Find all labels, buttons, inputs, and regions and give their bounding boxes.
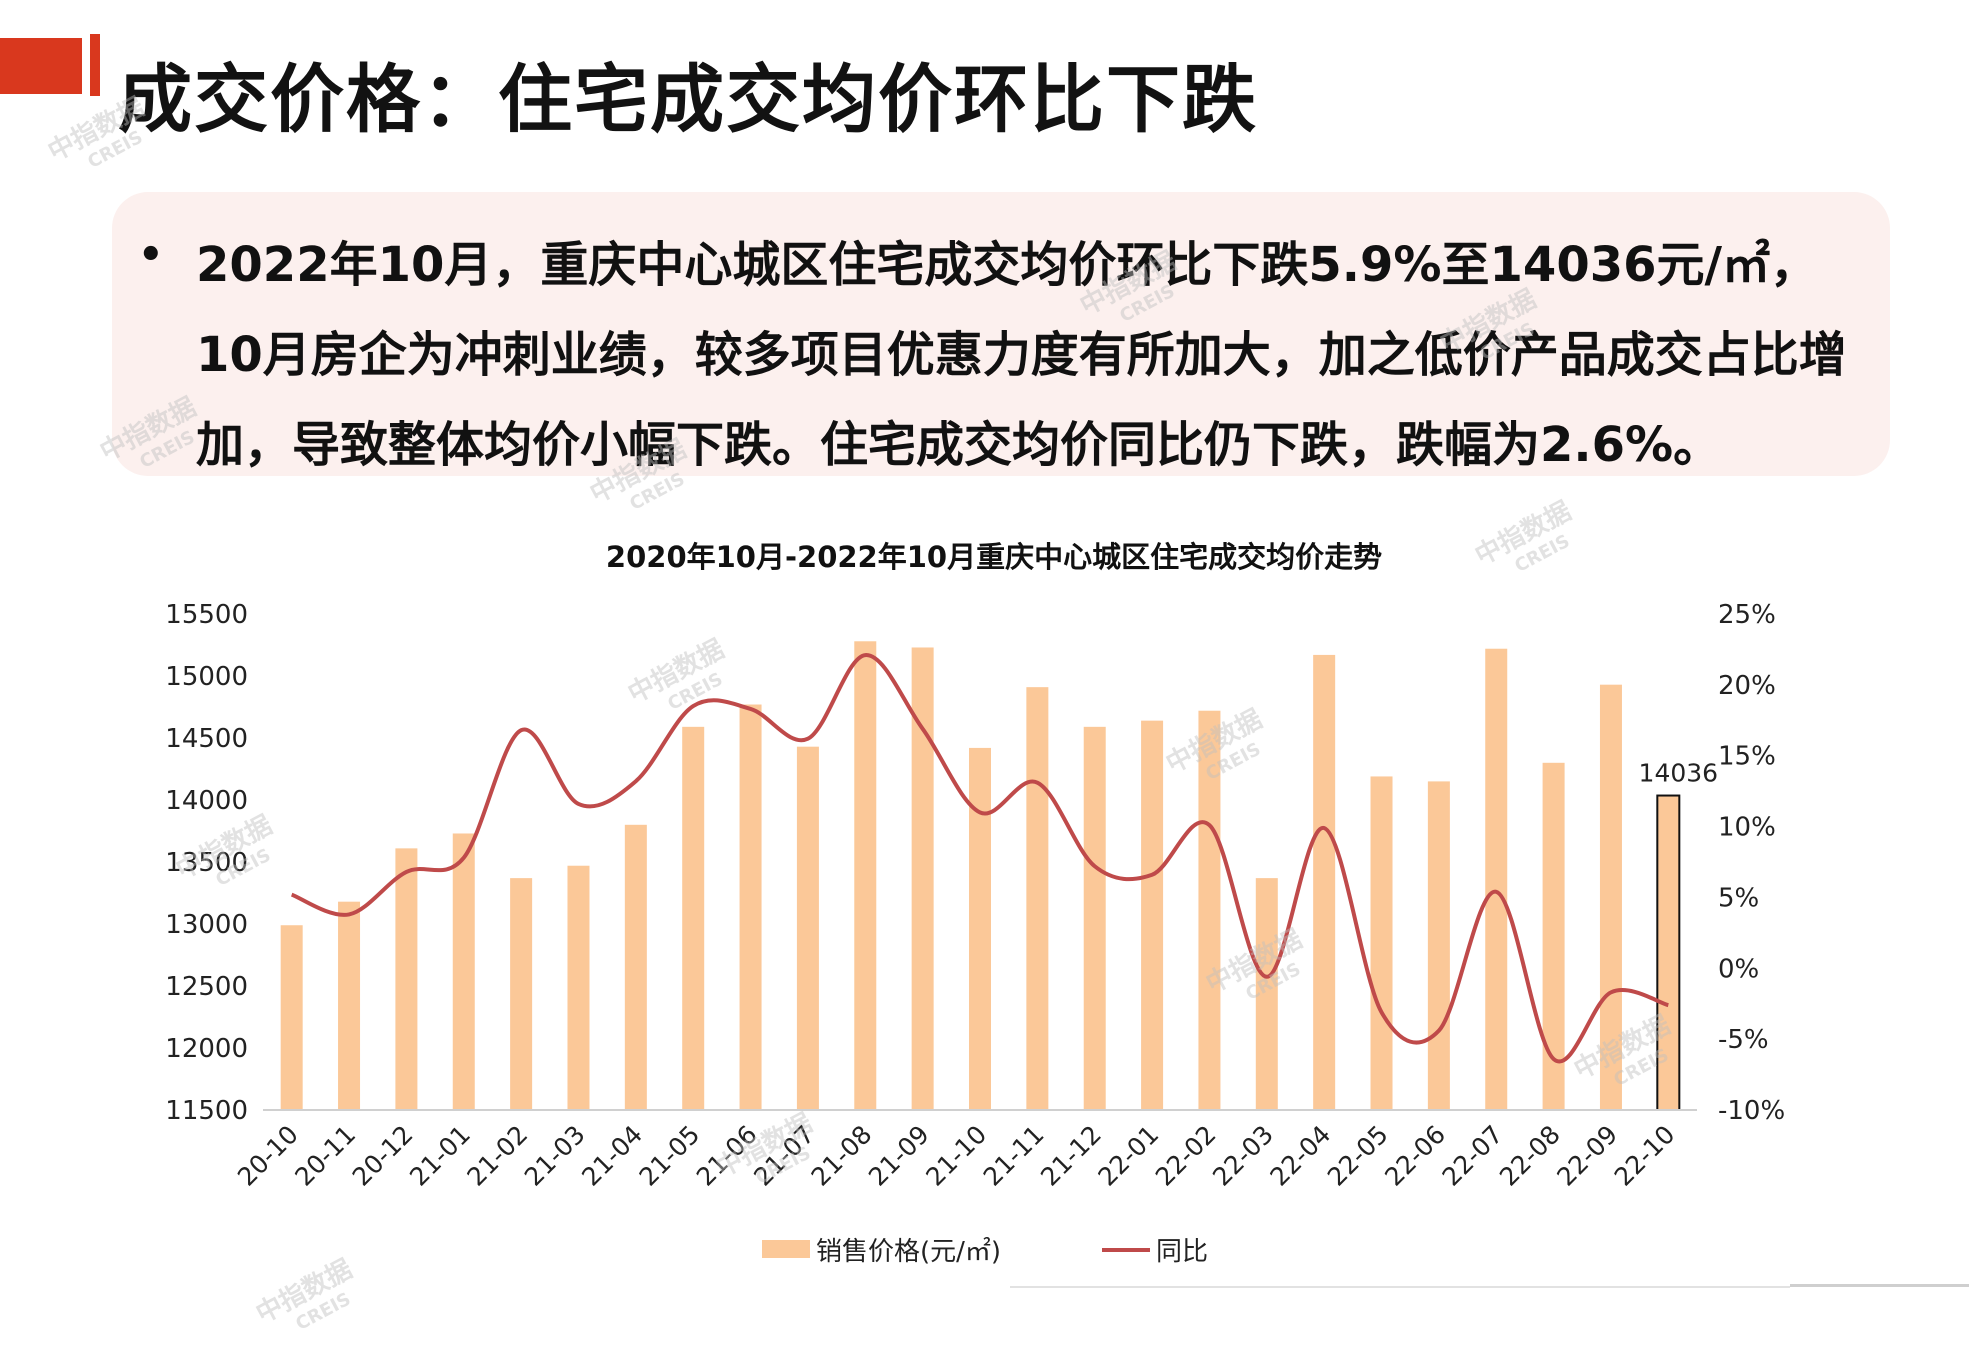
- x-tick-label: 21-03: [519, 1120, 591, 1192]
- title-accent-bar: [90, 34, 100, 96]
- price-bar: [796, 746, 819, 1110]
- x-tick-label: 22-02: [1150, 1120, 1222, 1192]
- y-right-tick-label: 20%: [1718, 671, 1776, 701]
- x-tick-label: 20-10: [232, 1120, 304, 1192]
- y-left-tick-label: 15000: [165, 662, 248, 692]
- price-bar: [1427, 781, 1450, 1110]
- price-bar: [1599, 684, 1622, 1110]
- x-tick-label: 22-06: [1379, 1120, 1451, 1192]
- legend-line-label: 同比: [1156, 1237, 1208, 1267]
- page-title: 成交价格：住宅成交均价环比下跌: [118, 57, 1258, 143]
- y-left-tick-label: 11500: [165, 1096, 248, 1126]
- y-left-tick-label: 14000: [165, 786, 248, 816]
- yoy-line: [290, 653, 1669, 1064]
- y-left-tick-label: 12000: [165, 1034, 248, 1064]
- y-left-tick-label: 13000: [165, 910, 248, 940]
- price-bar: [1198, 710, 1221, 1110]
- x-tick-label: 21-07: [748, 1120, 820, 1192]
- y-right-tick-label: 15%: [1718, 742, 1776, 772]
- price-bar: [911, 647, 934, 1110]
- price-bar: [854, 641, 877, 1110]
- price-bar: [1255, 878, 1278, 1110]
- y-right-tick-label: -10%: [1718, 1096, 1785, 1126]
- x-tick-label: 22-03: [1207, 1120, 1279, 1192]
- summary-bullet: •: [138, 232, 164, 278]
- price-bar: [1542, 762, 1565, 1110]
- x-tick-label: 21-06: [691, 1120, 763, 1192]
- x-tick-label: 22-08: [1494, 1120, 1566, 1192]
- y-left-tick-label: 15500: [165, 600, 248, 630]
- price-bar: [1657, 795, 1680, 1110]
- price-bar: [280, 925, 303, 1110]
- x-tick-label: 21-05: [634, 1120, 706, 1192]
- x-tick-label: 20-12: [347, 1120, 419, 1192]
- price-bar: [452, 833, 475, 1110]
- y-right-tick-label: -5%: [1718, 1025, 1769, 1055]
- price-bar: [338, 901, 361, 1110]
- chart-title: 2020年10月-2022年10月重庆中心城区住宅成交均价走势: [606, 540, 1382, 574]
- price-bar: [567, 865, 590, 1110]
- x-tick-label: 21-12: [1035, 1120, 1107, 1192]
- y-left-tick-label: 13500: [165, 848, 248, 878]
- title-accent-block: [0, 38, 82, 94]
- y-left-tick-label: 12500: [165, 972, 248, 1002]
- legend-bar-label: 销售价格(元/㎡): [816, 1237, 1001, 1267]
- price-trend-chart: 2020年10月-2022年10月重庆中心城区住宅成交均价走势 15500 150…: [165, 540, 1785, 1267]
- y-right-tick-label: 0%: [1718, 954, 1759, 984]
- price-bar: [682, 726, 705, 1110]
- data-label: 14036: [1639, 759, 1719, 788]
- summary-box: [112, 192, 1890, 476]
- x-tick-label: 21-02: [461, 1120, 533, 1192]
- x-tick-label: 22-05: [1322, 1120, 1394, 1192]
- x-tick-label: 21-10: [920, 1120, 992, 1192]
- price-bar: [1026, 687, 1049, 1110]
- x-tick-label: 22-04: [1265, 1120, 1337, 1192]
- x-tick-label: 20-11: [289, 1120, 361, 1192]
- price-bar: [395, 848, 418, 1110]
- y-right-tick-label: 25%: [1718, 600, 1776, 630]
- price-bar: [1141, 720, 1164, 1110]
- footer-divider: [1010, 1286, 1790, 1288]
- legend-bar-swatch: [762, 1240, 810, 1258]
- x-tick-label: 21-08: [806, 1120, 878, 1192]
- x-tick-label: 22-07: [1437, 1120, 1509, 1192]
- y-right-tick-label: 5%: [1718, 883, 1759, 913]
- x-tick-label: 21-09: [863, 1120, 935, 1192]
- x-tick-label: 22-01: [1092, 1120, 1164, 1192]
- y-right-tick-label: 10%: [1718, 813, 1776, 843]
- price-bar: [1370, 776, 1393, 1110]
- price-bar: [1313, 654, 1336, 1110]
- y-left-tick-label: 14500: [165, 724, 248, 754]
- price-bar: [1083, 726, 1106, 1110]
- summary-text: 2022年10月，重庆中心城区住宅成交均价环比下跌5.9%至14036元/㎡，1…: [196, 237, 1847, 473]
- x-tick-label: 21-11: [978, 1120, 1050, 1192]
- x-tick-label: 22-09: [1551, 1120, 1623, 1192]
- price-bar: [969, 747, 991, 1110]
- footer-divider-accent: [1790, 1284, 1969, 1287]
- x-tick-label: 21-01: [404, 1120, 476, 1192]
- price-bar: [510, 878, 533, 1110]
- price-bar: [624, 824, 647, 1110]
- x-tick-label: 22-10: [1609, 1120, 1681, 1192]
- price-bar: [739, 704, 762, 1110]
- price-bar: [1485, 648, 1508, 1110]
- x-tick-label: 21-04: [576, 1120, 648, 1192]
